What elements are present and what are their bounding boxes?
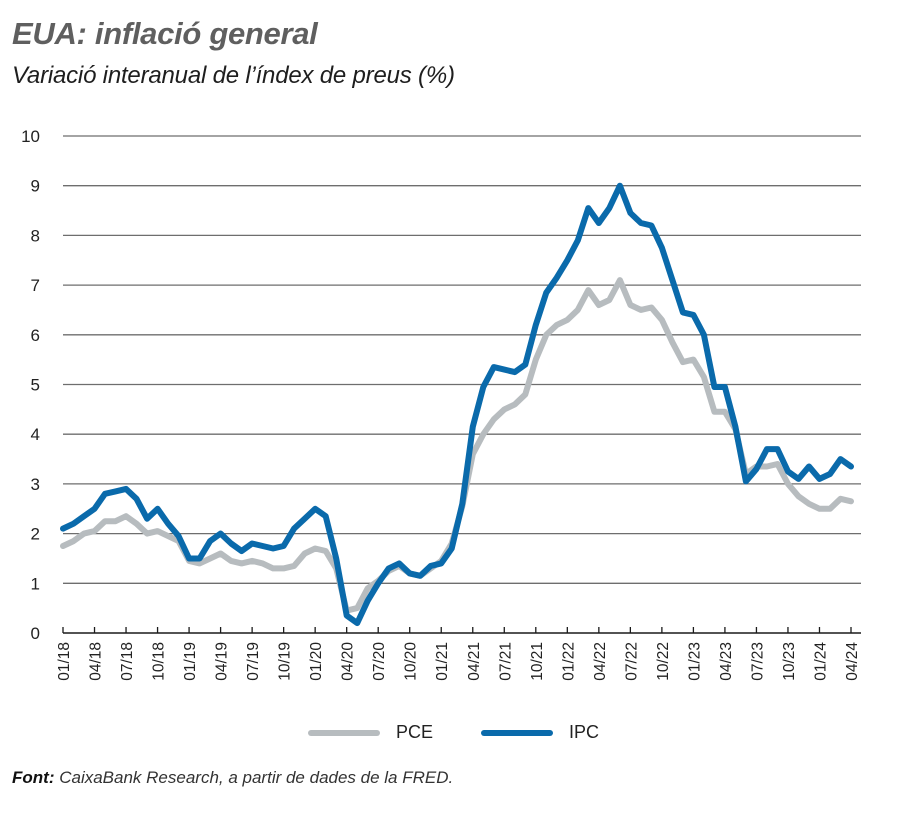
x-tick-label: 10/22 [655, 642, 672, 681]
legend-label-ipc: IPC [569, 722, 600, 742]
x-tick-label: 10/19 [277, 642, 294, 681]
y-tick-label: 4 [31, 425, 40, 444]
chart-title: EUA: inflació general [12, 16, 318, 51]
source-label: Font: [12, 768, 55, 787]
x-tick-label: 04/19 [214, 642, 231, 681]
x-tick-label: 01/19 [182, 642, 199, 681]
x-tick-label: 04/23 [718, 642, 735, 681]
chart-subtitle: Variació interanual de l’índex de preus … [12, 62, 455, 89]
x-tick-label: 10/18 [151, 642, 168, 681]
y-tick-label: 7 [31, 276, 40, 295]
legend-swatch-ipc [481, 729, 553, 736]
x-tick-label: 01/18 [56, 642, 73, 681]
legend: PCE IPC [0, 722, 900, 752]
y-tick-label: 2 [31, 525, 40, 544]
x-axis: 01/18 04/18 07/18 10/18 01/19 04/19 07/19 10/19… [56, 627, 861, 681]
x-tick-label: 04/24 [844, 642, 861, 681]
x-tick-label: 10/20 [403, 642, 420, 681]
legend-item-ipc: IPC [481, 722, 599, 743]
source-text: CaixaBank Research, a partir de dades de… [54, 768, 454, 787]
x-tick-label: 07/18 [119, 642, 136, 681]
x-tick-label: 01/24 [812, 642, 829, 681]
y-tick-label: 10 [21, 127, 40, 146]
x-tick-label: 04/21 [466, 642, 483, 681]
y-tick-label: 3 [31, 475, 40, 494]
line-chart: 0 1 2 3 4 5 6 7 8 9 10 01/18 04/18 07/18 10/18 01/19 04… [21, 127, 861, 681]
x-tick-label: 07/22 [623, 642, 640, 681]
x-tick-label: 01/20 [308, 642, 325, 681]
y-tick-label: 5 [31, 376, 40, 395]
y-tick-label: 8 [31, 226, 40, 245]
y-tick-label: 1 [31, 574, 40, 593]
x-tick-label: 07/21 [497, 642, 514, 681]
legend-swatch-pce [308, 729, 380, 736]
x-tick-label: 07/20 [371, 642, 388, 681]
x-tick-label: 04/18 [88, 642, 105, 681]
y-axis-ticks: 0 1 2 3 4 5 6 7 8 9 10 [21, 127, 40, 643]
x-tick-label: 04/20 [340, 642, 357, 681]
x-tick-label: 04/22 [592, 642, 609, 681]
series-line-pce [60, 277, 854, 614]
source-note: Font: CaixaBank Research, a partir de da… [12, 768, 453, 788]
x-tick-label: 01/21 [434, 642, 451, 681]
y-tick-label: 6 [31, 326, 40, 345]
x-tick-label: 01/23 [686, 642, 703, 681]
x-tick-label: 01/22 [560, 642, 577, 681]
y-tick-label: 0 [31, 624, 40, 643]
series-line-ipc [60, 182, 854, 627]
y-tick-label: 9 [31, 177, 40, 196]
x-tick-label: 07/23 [749, 642, 766, 681]
series-lines [60, 182, 854, 627]
x-tick-label: 10/23 [781, 642, 798, 681]
x-tick-label: 07/19 [245, 642, 262, 681]
legend-item-pce: PCE [308, 722, 433, 743]
x-tick-label: 10/21 [529, 642, 546, 681]
legend-label-pce: PCE [396, 722, 434, 742]
